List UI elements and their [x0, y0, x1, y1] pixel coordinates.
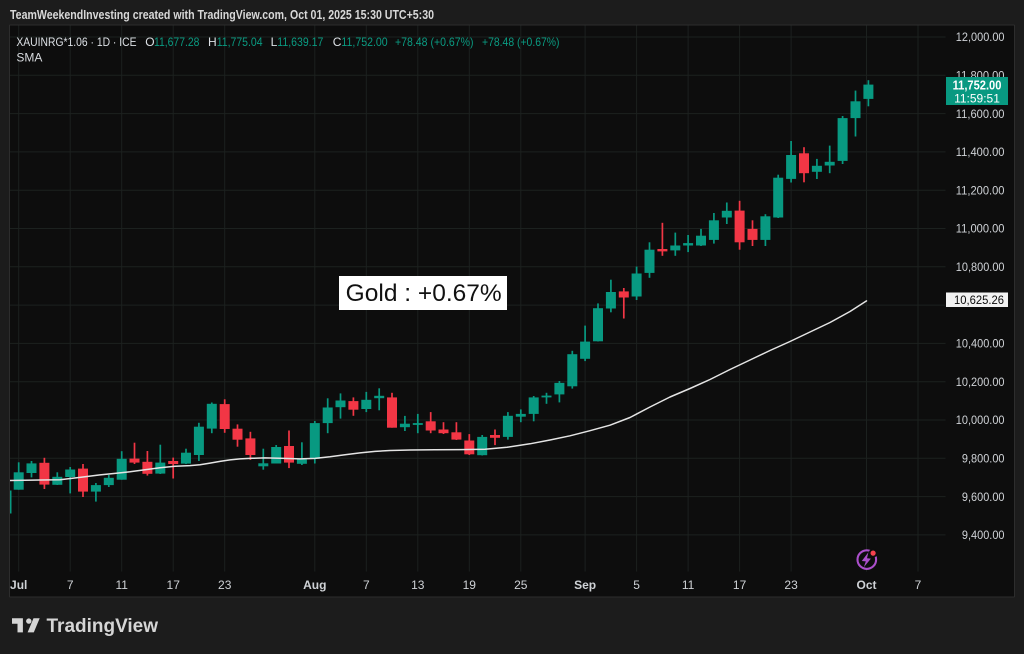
svg-text:11,677.28: 11,677.28: [154, 35, 200, 49]
svg-text:13: 13: [411, 578, 425, 592]
svg-text:17: 17: [733, 578, 747, 592]
svg-text:9,600.00: 9,600.00: [962, 490, 1005, 504]
svg-text:11: 11: [115, 578, 128, 592]
svg-text:11,752.00: 11,752.00: [953, 79, 1002, 93]
svg-text:25: 25: [514, 578, 528, 592]
svg-text:10,800.00: 10,800.00: [956, 260, 1005, 274]
svg-text:L: L: [271, 35, 278, 49]
svg-text:11:59:51: 11:59:51: [954, 92, 1000, 106]
svg-text:19: 19: [463, 578, 477, 592]
svg-text:TradingView: TradingView: [47, 615, 159, 637]
svg-text:11,600.00: 11,600.00: [956, 107, 1005, 121]
svg-text:XAUINRG*1.06 · 1D · ICE: XAUINRG*1.06 · 1D · ICE: [16, 35, 136, 49]
svg-text:10,000.00: 10,000.00: [956, 413, 1005, 427]
svg-text:23: 23: [218, 578, 232, 592]
svg-text:H: H: [208, 35, 217, 49]
svg-text:11,639.17: 11,639.17: [277, 35, 323, 49]
svg-text:9,400.00: 9,400.00: [962, 528, 1005, 542]
svg-text:C: C: [333, 35, 342, 49]
svg-text:11,200.00: 11,200.00: [956, 183, 1005, 197]
svg-text:11,000.00: 11,000.00: [956, 222, 1005, 236]
svg-text:17: 17: [167, 578, 181, 592]
svg-text:Aug: Aug: [303, 578, 326, 592]
svg-text:Gold : +0.67%: Gold : +0.67%: [346, 280, 502, 307]
svg-text:O: O: [145, 35, 154, 49]
svg-text:5: 5: [633, 578, 640, 592]
svg-text:9,800.00: 9,800.00: [962, 452, 1005, 466]
svg-text:SMA: SMA: [16, 51, 42, 65]
svg-text:Sep: Sep: [574, 578, 596, 592]
svg-text:11: 11: [682, 578, 695, 592]
svg-text:Jul: Jul: [10, 578, 27, 592]
svg-text:TeamWeekendInvesting created w: TeamWeekendInvesting created with Tradin…: [10, 7, 434, 22]
svg-text:7: 7: [67, 578, 74, 592]
svg-text:11,775.04: 11,775.04: [217, 35, 263, 49]
svg-text:11,752.00: 11,752.00: [341, 35, 388, 49]
svg-text:+78.48 (+0.67%): +78.48 (+0.67%): [482, 35, 560, 49]
svg-text:12,000.00: 12,000.00: [956, 30, 1005, 44]
svg-text:Oct: Oct: [856, 578, 876, 592]
svg-text:10,400.00: 10,400.00: [956, 337, 1005, 351]
svg-text:7: 7: [915, 578, 922, 592]
svg-text:11,400.00: 11,400.00: [956, 145, 1005, 159]
svg-text:10,625.26: 10,625.26: [954, 293, 1004, 307]
svg-text:10,200.00: 10,200.00: [956, 375, 1005, 389]
svg-text:23: 23: [784, 578, 798, 592]
svg-text:+78.48 (+0.67%): +78.48 (+0.67%): [395, 35, 474, 49]
svg-text:7: 7: [363, 578, 370, 592]
